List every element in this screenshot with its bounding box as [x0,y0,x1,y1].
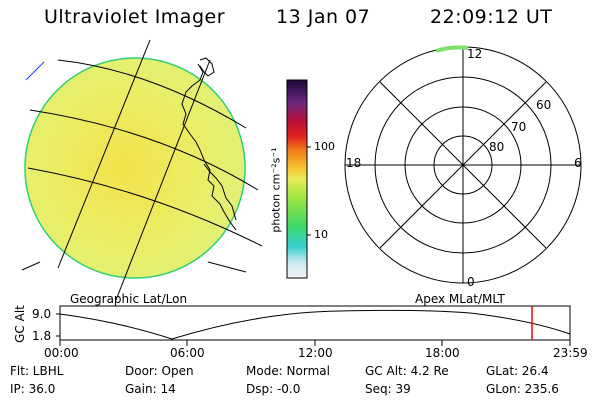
geographic-panel-label: Geographic Lat/Lon [70,292,188,306]
info-door: Door: Open [125,364,194,378]
apex-panel-label: Apex MLat/MLT [415,292,505,306]
info-mode: Mode: Normal [246,364,330,378]
lat-label-60: 60 [536,98,552,112]
lat-label-80: 80 [489,140,505,154]
colorbar [286,79,311,279]
mlt-label-top: 12 [467,47,483,61]
observation-date: 13 Jan 07 [276,6,371,28]
lat-label-70: 70 [511,120,527,134]
earth-disk-image [24,57,246,279]
info-dsp: Dsp: -0.0 [246,382,301,396]
altitude-xtick-0: 00:00 [44,346,79,360]
lat-lon-grid [21,39,263,301]
altitude-ytick-high: 9.0 [32,307,52,321]
info-glat: GLat: 26.4 [486,364,549,378]
info-glon: GLon: 235.6 [486,382,559,396]
altitude-plot [56,305,571,346]
altitude-xtick-4: 23:59 [553,346,588,360]
instrument-title: Ultraviolet Imager [44,6,226,28]
info-seq: Seq: 39 [365,382,411,396]
altitude-ytick-low: 1.8 [32,329,52,343]
colorbar-tick-10: 10 [314,228,328,241]
auroral-emission-arc [435,45,469,53]
altitude-xtick-2: 12:00 [298,346,333,360]
colorbar-unit-label: photon cm⁻²s⁻¹ [269,147,283,233]
altitude-xtick-3: 18:00 [425,346,460,360]
info-gc-alt: GC Alt: 4.2 Re [365,364,449,378]
coastline [181,57,237,231]
colorbar-tick-100: 100 [314,140,335,153]
mlt-label-right: 6 [574,156,582,170]
polar-dial [344,46,582,284]
info-filter: Flt: LBHL [10,364,64,378]
mlt-label-left: 18 [346,156,362,170]
info-gain: Gain: 14 [125,382,176,396]
observation-time: 22:09:12 UT [430,6,553,28]
altitude-xtick-1: 06:00 [170,346,205,360]
mlt-label-bottom: 0 [467,275,475,289]
altitude-curve [59,309,571,340]
info-ip: IP: 36.0 [10,382,56,396]
altitude-ylabel: GC Alt [13,305,27,343]
